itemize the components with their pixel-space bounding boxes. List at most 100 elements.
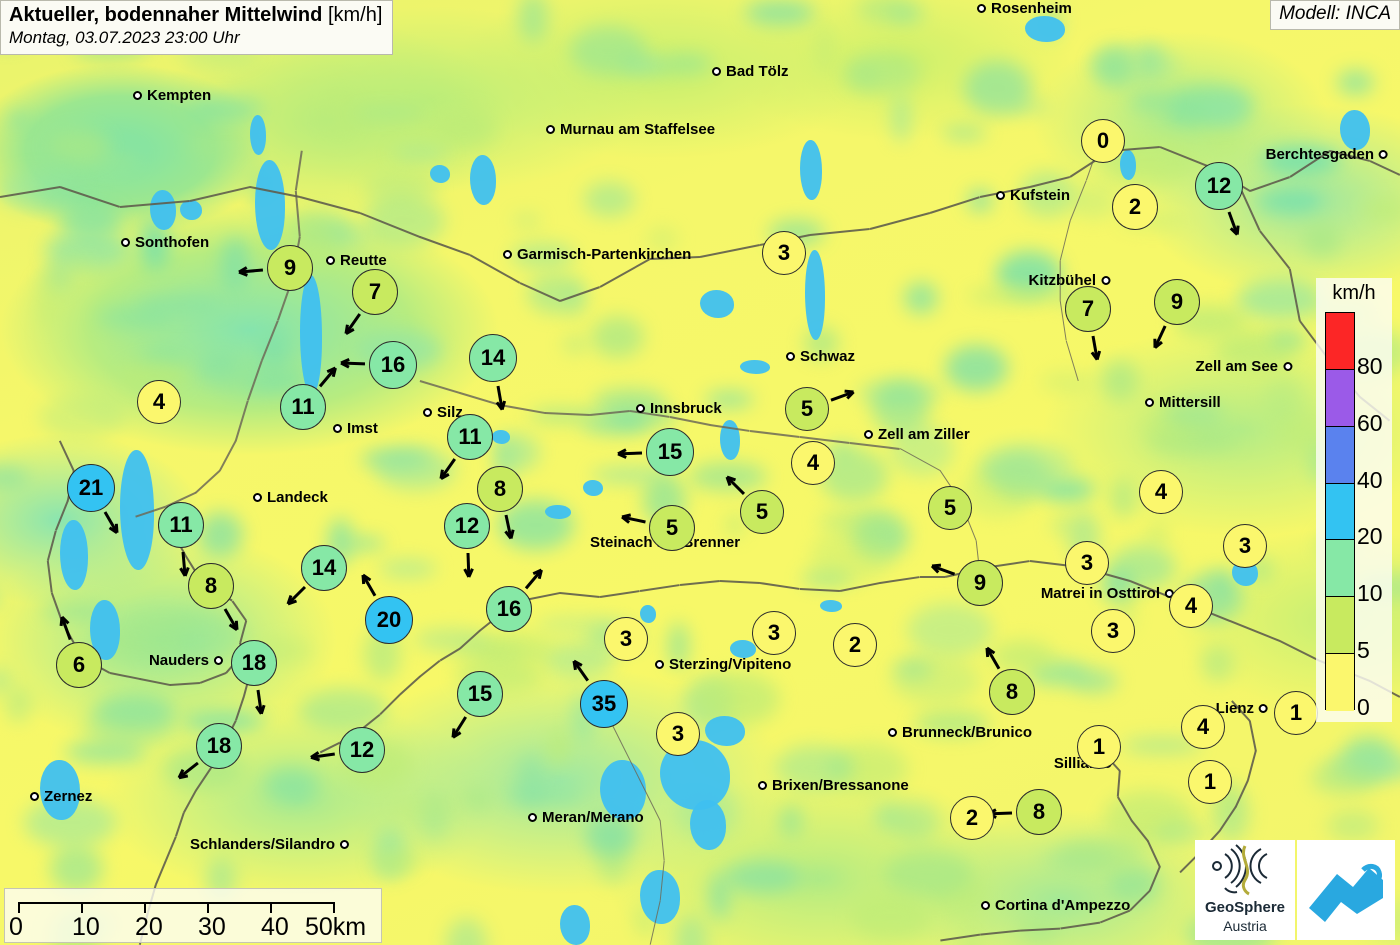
wind-station-value[interactable]: 2: [1112, 184, 1158, 230]
city-marker: Kufstein: [996, 187, 1070, 204]
terrain-patch: [362, 194, 446, 248]
city-marker: Murnau am Staffelsee: [546, 121, 715, 138]
terrain-patch: [1129, 94, 1171, 110]
city-marker: Lienz: [1216, 700, 1268, 717]
wind-station-value[interactable]: 8: [989, 669, 1035, 715]
city-marker: Imst: [333, 420, 378, 437]
wind-station-value[interactable]: 14: [301, 545, 347, 591]
wind-station-value[interactable]: 8: [1016, 789, 1062, 835]
wind-station-value[interactable]: 18: [231, 640, 277, 686]
terrain-patch: [816, 20, 834, 75]
wind-station-value[interactable]: 4: [1139, 470, 1183, 514]
wind-station-value[interactable]: 3: [1091, 609, 1135, 653]
city-name-label: Lienz: [1215, 700, 1254, 717]
legend-band-80: [1326, 313, 1354, 370]
wind-direction-arrow-icon: [1153, 325, 1167, 350]
wind-station-value[interactable]: 7: [352, 269, 398, 315]
terrain-patch: [516, 753, 544, 808]
terrain-patch: [705, 390, 755, 408]
wind-station-value[interactable]: 9: [957, 560, 1003, 606]
wind-station-value[interactable]: 1: [1274, 691, 1318, 735]
wind-station-value[interactable]: 14: [469, 334, 517, 382]
terrain-patch: [914, 710, 990, 737]
wind-station-value[interactable]: 35: [580, 680, 628, 728]
wind-direction-arrow-icon: [340, 358, 366, 369]
terrain-patch: [221, 236, 249, 291]
wind-station-value[interactable]: 15: [646, 428, 694, 476]
terrain-patch: [95, 695, 176, 732]
wind-direction-arrow-icon: [238, 266, 264, 278]
legend-label-5: 5: [1357, 637, 1370, 664]
city-name-label: Imst: [347, 420, 378, 437]
wind-station-value[interactable]: 5: [928, 486, 972, 530]
lake: [800, 140, 822, 200]
scale-line: [18, 902, 333, 904]
wind-station-value[interactable]: 20: [365, 596, 413, 644]
wind-station-value[interactable]: 5: [785, 387, 829, 431]
lake: [720, 420, 740, 460]
wind-station-value[interactable]: 0: [1081, 119, 1125, 163]
wind-station-value[interactable]: 1: [1077, 725, 1121, 769]
wind-station-value[interactable]: 9: [267, 245, 313, 291]
wind-station-value[interactable]: 12: [339, 727, 385, 773]
wind-station-value[interactable]: 16: [486, 586, 532, 632]
city-dot-icon: [546, 125, 555, 134]
wind-station-value[interactable]: 3: [1065, 541, 1109, 585]
lake: [640, 605, 656, 623]
terrain-patch: [9, 113, 27, 126]
terrain-patch: [1236, 279, 1325, 321]
terrain-patch: [892, 94, 910, 144]
terrain-patch: [512, 215, 542, 227]
scale-tick: [333, 902, 335, 913]
wind-station-value[interactable]: 4: [1169, 584, 1213, 628]
wind-station-value[interactable]: 1: [1188, 760, 1232, 804]
wind-direction-arrow-icon: [361, 573, 377, 597]
terrain-patch: [709, 872, 729, 920]
wind-station-value[interactable]: 3: [604, 617, 648, 661]
wind-station-value[interactable]: 9: [1154, 279, 1200, 325]
wind-station-value[interactable]: 3: [656, 712, 700, 756]
scale-label: 0: [9, 913, 23, 941]
terrain-patch: [46, 127, 110, 163]
wind-station-value[interactable]: 8: [188, 563, 234, 609]
wind-station-value[interactable]: 12: [444, 503, 490, 549]
wind-station-value[interactable]: 8: [477, 466, 523, 512]
lake: [180, 200, 202, 220]
terrain-patch: [1153, 824, 1208, 843]
color-legend: km/h 80 60 40 20 10 5 0: [1316, 278, 1392, 722]
wind-station-value[interactable]: 4: [1181, 705, 1225, 749]
wind-station-value[interactable]: 21: [67, 464, 115, 512]
wind-station-value[interactable]: 5: [740, 490, 784, 534]
city-dot-icon: [333, 424, 342, 433]
terrain-patch: [891, 656, 980, 705]
terrain-patch: [58, 203, 122, 241]
wind-station-value[interactable]: 2: [950, 796, 994, 840]
wind-direction-arrow-icon: [830, 389, 856, 402]
wind-station-value[interactable]: 4: [791, 441, 835, 485]
country-border: [920, 576, 945, 578]
wind-station-value[interactable]: 15: [457, 671, 503, 717]
city-dot-icon: [996, 191, 1005, 200]
city-marker: Rosenheim: [977, 0, 1072, 17]
wind-station-value[interactable]: 7: [1065, 286, 1111, 332]
wind-station-value[interactable]: 6: [56, 642, 102, 688]
city-dot-icon: [888, 728, 897, 737]
wind-station-value[interactable]: 11: [447, 414, 493, 460]
wind-station-value[interactable]: 3: [762, 231, 806, 275]
city-name-label: Murnau am Staffelsee: [560, 121, 716, 138]
wind-station-value[interactable]: 11: [158, 502, 204, 548]
city-name-label: Garmisch-Partenkirchen: [517, 246, 692, 263]
wind-station-value[interactable]: 5: [649, 505, 695, 551]
wind-station-value[interactable]: 18: [196, 723, 242, 769]
wind-station-value[interactable]: 3: [752, 611, 796, 655]
wind-station-value[interactable]: 4: [137, 380, 181, 424]
terrain-patch: [180, 712, 265, 731]
terrain-patch: [1327, 809, 1379, 841]
wind-station-value[interactable]: 2: [833, 623, 877, 667]
lake: [300, 275, 322, 395]
wind-station-value[interactable]: 3: [1223, 524, 1267, 568]
city-marker: Sterzing/Vipiteno: [655, 656, 791, 673]
wind-station-value[interactable]: 16: [369, 341, 417, 389]
wind-station-value[interactable]: 12: [1195, 162, 1243, 210]
wind-station-value[interactable]: 11: [280, 384, 326, 430]
